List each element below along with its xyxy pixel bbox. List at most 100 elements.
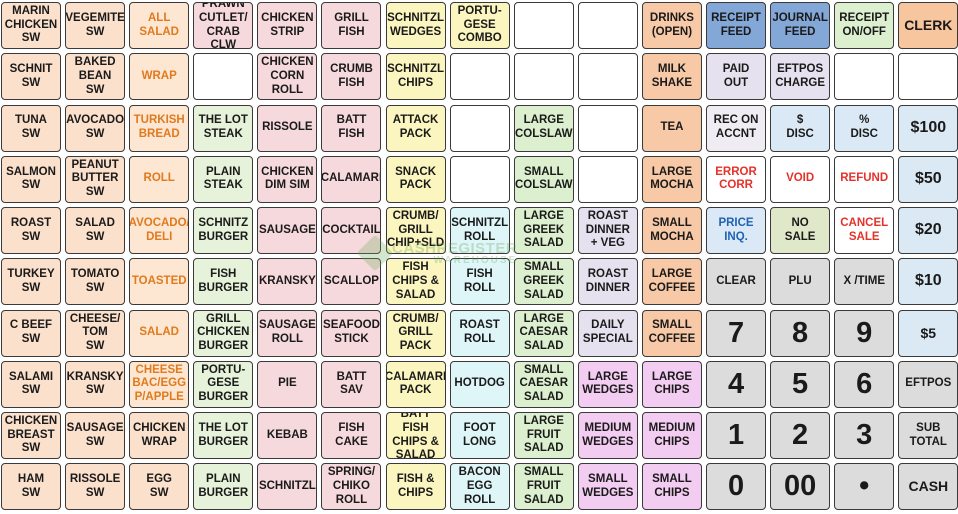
key-large-fruit-salad[interactable]: LARGE FRUIT SALAD bbox=[513, 412, 574, 459]
key-portugese-combo[interactable]: PORTU- GESE COMBO bbox=[449, 2, 510, 49]
key-large-greek-salad[interactable]: LARGE GREEK SALAD bbox=[513, 207, 574, 254]
key-5[interactable]: 5 bbox=[770, 360, 831, 408]
key-1[interactable]: 1 bbox=[706, 412, 767, 459]
key-plain-steak[interactable]: PLAIN STEAK bbox=[193, 155, 254, 203]
key-x-time[interactable]: X /TIME bbox=[834, 258, 895, 306]
key-cocktail[interactable]: COCKTAIL bbox=[321, 207, 382, 254]
key-schnitzl-wedges[interactable]: SCHNITZL WEDGES bbox=[385, 2, 446, 49]
key-fish-and-chips[interactable]: FISH & CHIPS bbox=[385, 463, 446, 511]
key-blank-r1c9[interactable] bbox=[513, 2, 574, 49]
key-fish-chips-salad[interactable]: FISH CHIPS & SALAD bbox=[385, 258, 446, 306]
key-blank-r4c10[interactable] bbox=[577, 155, 638, 203]
key-portugese-burger[interactable]: PORTU- GESE BURGER bbox=[193, 360, 254, 408]
key-attack-pack[interactable]: ATTACK PACK bbox=[385, 104, 446, 152]
key-salad-sw[interactable]: SALAD SW bbox=[65, 207, 126, 254]
key-tea[interactable]: TEA bbox=[641, 104, 702, 152]
key-kebab[interactable]: KEBAB bbox=[257, 412, 318, 459]
key-fish-burger[interactable]: FISH BURGER bbox=[193, 258, 254, 306]
key-schnitzl[interactable]: SCHNITZL bbox=[257, 463, 318, 511]
key-roast-sw[interactable]: ROAST SW bbox=[1, 207, 61, 254]
key-fish-cake[interactable]: FISH CAKE bbox=[321, 412, 382, 459]
key-schnitz-burger[interactable]: SCHNITZ BURGER bbox=[193, 207, 254, 254]
key-6[interactable]: 6 bbox=[834, 360, 895, 408]
key-kransky-sw[interactable]: KRANSKY SW bbox=[65, 360, 126, 408]
key-fish-roll[interactable]: FISH ROLL bbox=[449, 258, 510, 306]
key-ham-sw[interactable]: HAM SW bbox=[1, 463, 61, 511]
key-grill-chicken-burger[interactable]: GRILL CHICKEN BURGER bbox=[193, 309, 254, 357]
key-vegemite-sw[interactable]: VEGEMITE SW bbox=[65, 2, 126, 49]
key-the-lot-steak[interactable]: THE LOT STEAK bbox=[193, 104, 254, 152]
key-clerk[interactable]: CLERK bbox=[898, 2, 958, 49]
key-4[interactable]: 4 bbox=[706, 360, 767, 408]
key-batt-fish-chips-salad[interactable]: BATT FISH CHIPS & SALAD bbox=[385, 412, 446, 459]
key-chicken-strip[interactable]: CHICKEN STRIP bbox=[257, 2, 318, 49]
key-dollar-disc[interactable]: $ DISC bbox=[770, 104, 831, 152]
key-blank-r2c14[interactable] bbox=[834, 53, 895, 101]
key-blank-r2c15[interactable] bbox=[898, 53, 958, 101]
key-salami-sw[interactable]: SALAMI SW bbox=[1, 360, 61, 408]
key-all-salad[interactable]: ALL SALAD bbox=[129, 2, 190, 49]
key-wrap[interactable]: WRAP bbox=[129, 53, 190, 101]
key-roast-dinner[interactable]: ROAST DINNER bbox=[577, 258, 638, 306]
key-avocado-deli[interactable]: AVOCADO/ DELI bbox=[129, 207, 190, 254]
key-clear[interactable]: CLEAR bbox=[706, 258, 767, 306]
key-00[interactable]: 00 bbox=[770, 463, 831, 511]
key-marin-chicken-sw[interactable]: MARIN CHICKEN SW bbox=[1, 2, 61, 49]
key-sub-total[interactable]: SUB TOTAL bbox=[898, 412, 958, 459]
key-the-lot-burger[interactable]: THE LOT BURGER bbox=[193, 412, 254, 459]
key-batt-fish[interactable]: BATT FISH bbox=[321, 104, 382, 152]
key-schnitzl-chips[interactable]: SCHNITZL CHIPS bbox=[385, 53, 446, 101]
key-avocado-sw[interactable]: AVOCADO SW bbox=[65, 104, 126, 152]
key-blank-r2c8[interactable] bbox=[449, 53, 510, 101]
key-cancel-sale[interactable]: CANCEL SALE bbox=[834, 207, 895, 254]
key-journal-feed[interactable]: JOURNAL FEED bbox=[770, 2, 831, 49]
key-kransky[interactable]: KRANSKY bbox=[257, 258, 318, 306]
key-spring-chiko-roll[interactable]: SPRING/ CHIKO ROLL bbox=[321, 463, 382, 511]
key-blank-r3c10[interactable] bbox=[577, 104, 638, 152]
key-chicken-wrap[interactable]: CHICKEN WRAP bbox=[129, 412, 190, 459]
key-milk-shake[interactable]: MILK SHAKE bbox=[641, 53, 702, 101]
key-refund[interactable]: REFUND bbox=[834, 155, 895, 203]
key-medium-wedges[interactable]: MEDIUM WEDGES bbox=[577, 412, 638, 459]
key-c-beef-sw[interactable]: C BEEF SW bbox=[1, 309, 61, 357]
key-void[interactable]: VOID bbox=[770, 155, 831, 203]
key-blank-r3c8[interactable] bbox=[449, 104, 510, 152]
key-schnitzl-roll[interactable]: SCHNITZL ROLL bbox=[449, 207, 510, 254]
key-turkey-sw[interactable]: TURKEY SW bbox=[1, 258, 61, 306]
key-tuna-sw[interactable]: TUNA SW bbox=[1, 104, 61, 152]
key-5-dollars[interactable]: $5 bbox=[898, 309, 958, 357]
key-chicken-breast-sw[interactable]: CHICKEN BREAST SW bbox=[1, 412, 61, 459]
key-rissole-sw[interactable]: RISSOLE SW bbox=[65, 463, 126, 511]
key-daily-special[interactable]: DAILY SPECIAL bbox=[577, 309, 638, 357]
key-bacon-egg-roll[interactable]: BACON EGG ROLL bbox=[449, 463, 510, 511]
key-50-dollars[interactable]: $50 bbox=[898, 155, 958, 203]
key-cheese-tom-sw[interactable]: CHEESE/ TOM SW bbox=[65, 309, 126, 357]
key-plain-burger[interactable]: PLAIN BURGER bbox=[193, 463, 254, 511]
key-egg-sw[interactable]: EGG SW bbox=[129, 463, 190, 511]
key-large-mocha[interactable]: LARGE MOCHA bbox=[641, 155, 702, 203]
key-large-caesar-salad[interactable]: LARGE CAESAR SALAD bbox=[513, 309, 574, 357]
key-blank-r4c8[interactable] bbox=[449, 155, 510, 203]
key-drinks-open[interactable]: DRINKS (OPEN) bbox=[641, 2, 702, 49]
key-small-colslaw[interactable]: SMALL COLSLAW bbox=[513, 155, 574, 203]
key-paid-out[interactable]: PAID OUT bbox=[706, 53, 767, 101]
key-blank-r2c10[interactable] bbox=[577, 53, 638, 101]
key-foot-long[interactable]: FOOT LONG bbox=[449, 412, 510, 459]
key-toasted[interactable]: TOASTED bbox=[129, 258, 190, 306]
key-schnit-sw[interactable]: SCHNIT SW bbox=[1, 53, 61, 101]
key-baked-bean-sw[interactable]: BAKED BEAN SW bbox=[65, 53, 126, 101]
key-prawn-cutlet-crab-clw[interactable]: PRAWN CUTLET/ CRAB CLW bbox=[193, 2, 254, 49]
key-chicken-corn-roll[interactable]: CHICKEN CORN ROLL bbox=[257, 53, 318, 101]
key-blank-r2c4[interactable] bbox=[193, 53, 254, 101]
key-receipt-feed[interactable]: RECEIPT FEED bbox=[706, 2, 767, 49]
key-snack-pack[interactable]: SNACK PACK bbox=[385, 155, 446, 203]
key-medium-chips[interactable]: MEDIUM CHIPS bbox=[641, 412, 702, 459]
key-3[interactable]: 3 bbox=[834, 412, 895, 459]
key-sausage-sw[interactable]: SAUSAGE SW bbox=[65, 412, 126, 459]
key-sausage[interactable]: SAUSAGE bbox=[257, 207, 318, 254]
key-rissole[interactable]: RISSOLE bbox=[257, 104, 318, 152]
key-no-sale[interactable]: NO SALE bbox=[770, 207, 831, 254]
key-large-wedges[interactable]: LARGE WEDGES bbox=[577, 360, 638, 408]
key-cash[interactable]: CASH bbox=[898, 463, 958, 511]
key-crumb-grill-chip-sld[interactable]: CRUMB/ GRILL CHIP+SLD bbox=[385, 207, 446, 254]
